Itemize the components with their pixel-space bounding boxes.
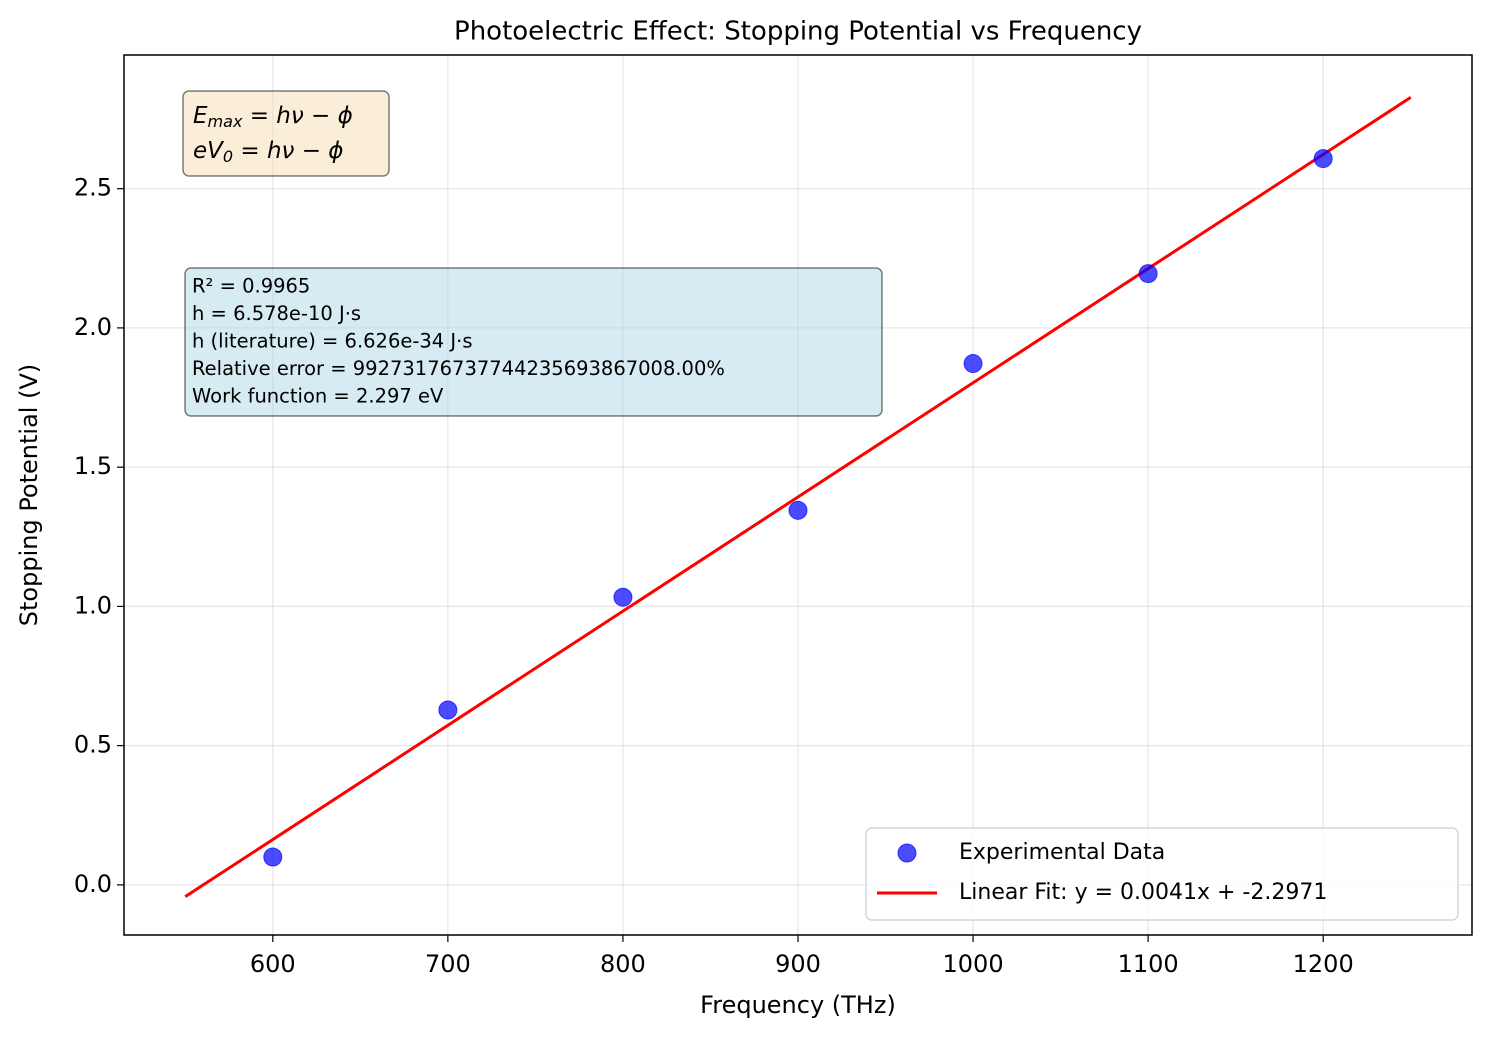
formula-box (182, 90, 390, 177)
formula-rest: = hν − ϕ (242, 103, 352, 129)
stats-line: Relative error = 99273176737744235693867… (192, 357, 725, 380)
x-tick-label: 1100 (1118, 950, 1179, 978)
x-tick-label: 1200 (1293, 950, 1354, 978)
stats-line: h = 6.578e-10 J·s (192, 302, 361, 325)
y-axis-label: Stopping Potential (V) (15, 364, 43, 626)
data-point (788, 500, 808, 520)
data-point (263, 847, 283, 867)
legend-label: Experimental Data (959, 840, 1165, 865)
y-tick-label: 0.5 (74, 731, 112, 759)
chart-title: Photoelectric Effect: Stopping Potential… (454, 17, 1142, 47)
plot-frame (123, 54, 1473, 936)
formula-sub: 0 (223, 147, 233, 166)
data-point (1138, 264, 1158, 284)
y-tick-label: 0.0 (74, 870, 112, 898)
data-point (963, 354, 983, 374)
x-tick-label: 700 (425, 950, 471, 978)
legend-marker (897, 843, 917, 863)
x-axis-label: Frequency (THz) (700, 991, 896, 1019)
data-point (1313, 149, 1333, 169)
formula-main: E (193, 103, 208, 129)
y-tick-label: 2.0 (74, 313, 112, 341)
data-point (438, 700, 458, 720)
x-tick-label: 800 (600, 950, 646, 978)
stats-line: Work function = 2.297 eV (192, 385, 444, 408)
stats-box (184, 267, 883, 417)
x-tick-label: 900 (775, 950, 821, 978)
formula-line: eV0 = hν − ϕ (193, 138, 343, 166)
y-tick-label: 2.5 (74, 174, 112, 202)
data-point (613, 587, 633, 607)
fit-line (184, 96, 1412, 898)
legend-box (865, 827, 1459, 921)
y-tick-label: 1.5 (74, 452, 112, 480)
formula-line: Emax = hν − ϕ (193, 103, 353, 131)
formula-rest: = hν − ϕ (233, 138, 343, 164)
stats-line: h (literature) = 6.626e-34 J·s (192, 330, 473, 353)
stats-line: R² = 0.9965 (192, 275, 310, 298)
formula-sub: max (208, 112, 243, 131)
formula-main: eV (193, 138, 225, 164)
y-tick-label: 1.0 (74, 591, 112, 619)
x-tick-label: 600 (250, 950, 296, 978)
legend-label: Linear Fit: y = 0.0041x + -2.2971 (959, 880, 1327, 905)
x-tick-label: 1000 (943, 950, 1004, 978)
